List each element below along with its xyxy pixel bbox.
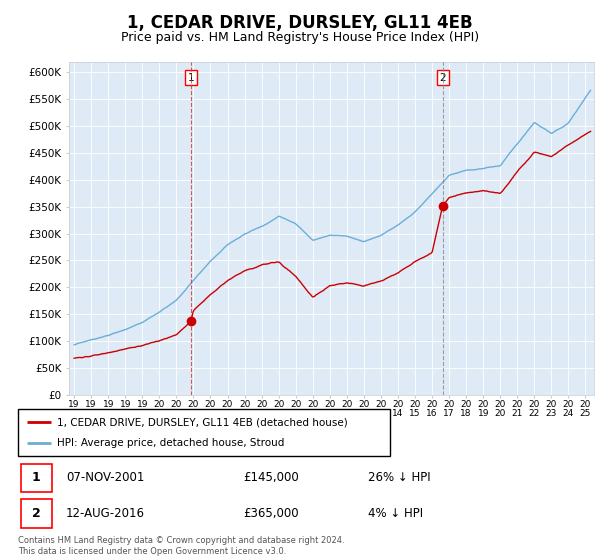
Text: 2: 2: [439, 73, 446, 83]
Text: 4% ↓ HPI: 4% ↓ HPI: [368, 507, 423, 520]
Text: Price paid vs. HM Land Registry's House Price Index (HPI): Price paid vs. HM Land Registry's House …: [121, 31, 479, 44]
Text: 07-NOV-2001: 07-NOV-2001: [66, 472, 145, 484]
Text: 1: 1: [32, 472, 41, 484]
Text: £365,000: £365,000: [244, 507, 299, 520]
Text: 2: 2: [32, 507, 41, 520]
Text: Contains HM Land Registry data © Crown copyright and database right 2024.
This d: Contains HM Land Registry data © Crown c…: [18, 536, 344, 556]
Text: 1: 1: [188, 73, 194, 83]
Text: £145,000: £145,000: [244, 472, 299, 484]
Text: 12-AUG-2016: 12-AUG-2016: [66, 507, 145, 520]
Bar: [21, 464, 52, 492]
Text: 1, CEDAR DRIVE, DURSLEY, GL11 4EB (detached house): 1, CEDAR DRIVE, DURSLEY, GL11 4EB (detac…: [57, 417, 348, 427]
Text: 1, CEDAR DRIVE, DURSLEY, GL11 4EB: 1, CEDAR DRIVE, DURSLEY, GL11 4EB: [127, 14, 473, 32]
Text: HPI: Average price, detached house, Stroud: HPI: Average price, detached house, Stro…: [57, 438, 284, 448]
Bar: [21, 499, 52, 528]
Text: 26% ↓ HPI: 26% ↓ HPI: [368, 472, 430, 484]
